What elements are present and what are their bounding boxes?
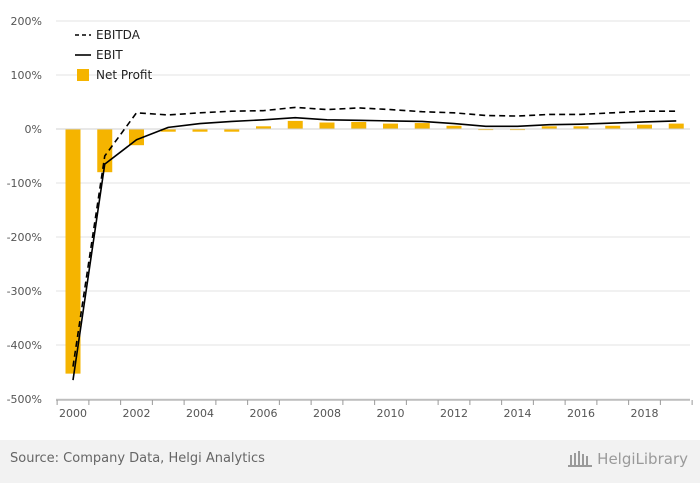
library-icon [568,451,593,467]
x-tick-label: 2012 [440,407,468,420]
ebit-line [72,116,677,381]
legend-label-net-profit: Net Profit [96,68,152,82]
x-tick-label: 2006 [250,407,278,420]
legend-swatch-net-profit [77,69,89,81]
x-tick-label: 2004 [186,407,214,420]
net-profit-bar [637,124,652,129]
x-axis: 2000 2002 2004 2006 2008 2010 2012 2014 2016 2018 [56,399,693,420]
net-profit-bars [65,120,684,374]
y-tick-label: -500% [7,393,42,406]
net-profit-bar [573,126,589,129]
net-profit-bar [605,125,621,129]
legend-label-ebitda: EBITDA [96,28,141,42]
x-tick-label: 2000 [59,407,87,420]
chart: 200% 100% 0% -100% -200% -300% -400% -500% 2000… [7,15,693,420]
net-profit-bar [65,129,81,374]
brand-logo: HelgiLibrary [567,449,688,469]
brand-name: HelgiLibrary [597,450,688,468]
y-tick-label: 100% [11,69,42,82]
x-tick-label: 2018 [631,407,659,420]
y-tick-label: -200% [7,231,42,244]
y-tick-label: -400% [7,339,42,352]
net-profit-bar [192,129,208,132]
x-tick-label: 2002 [123,407,151,420]
net-profit-bar [160,129,176,132]
net-profit-bar [319,122,335,129]
net-profit-bar [541,126,557,129]
grid-lines [56,20,690,400]
net-profit-bar [383,123,398,129]
x-tick-label: 2014 [504,407,532,420]
y-tick-label: 0% [25,123,42,136]
y-axis-ticks: 200% 100% 0% -100% -200% -300% -400% -500% [7,15,42,406]
net-profit-bar [668,123,684,129]
net-profit-bar [256,126,271,129]
net-profit-bar [129,129,144,146]
x-tick-label: 2010 [377,407,405,420]
x-tick-label: 2008 [313,407,341,420]
net-profit-bar [478,129,494,131]
net-profit-bar [287,120,303,129]
y-tick-label: 200% [11,15,42,28]
x-tick-label: 2016 [567,407,595,420]
ebitda-line [72,106,677,367]
net-profit-bar [510,129,525,131]
legend-label-ebit: EBIT [96,48,123,62]
net-profit-bar [414,123,430,129]
y-tick-label: -300% [7,285,42,298]
y-tick-label: -100% [7,177,42,190]
net-profit-bar [351,121,367,129]
series-lines [72,106,677,381]
footer: Source: Company Data, Helgi Analytics He… [0,440,700,483]
net-profit-bar [446,125,462,129]
source-note: Source: Company Data, Helgi Analytics [10,451,265,466]
net-profit-bar [224,129,240,132]
legend: EBITDA EBIT Net Profit [75,28,152,82]
